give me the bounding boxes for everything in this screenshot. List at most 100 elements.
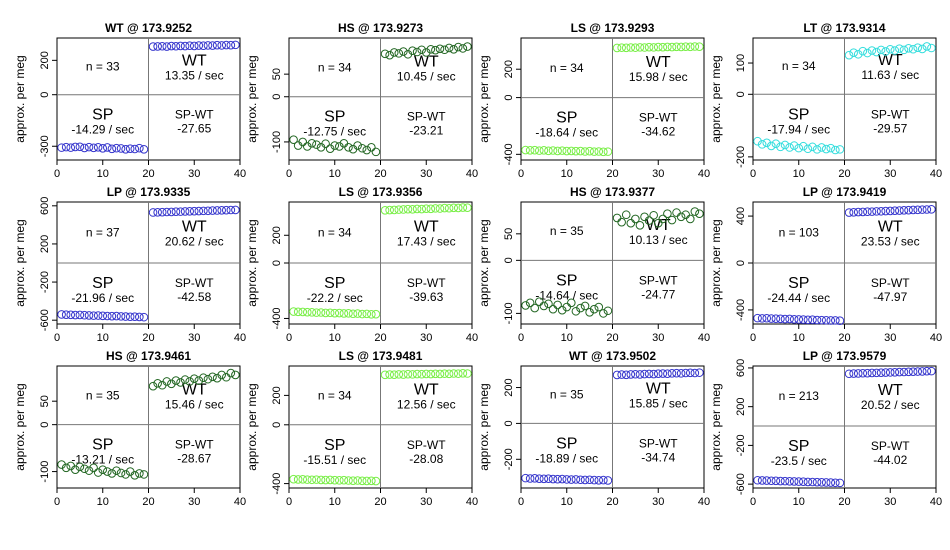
- x-tick-label: 30: [188, 496, 200, 508]
- data-point: [908, 44, 918, 54]
- y-tick-label: -600: [735, 473, 747, 495]
- data-point: [312, 140, 321, 149]
- data-point: [899, 45, 909, 55]
- x-tick-label: 10: [793, 496, 805, 508]
- data-point: [180, 375, 190, 384]
- data-point: [799, 477, 808, 487]
- x-tick-label: 20: [606, 496, 618, 508]
- data-point: [904, 205, 913, 215]
- data-point: [84, 311, 94, 320]
- data-point: [794, 143, 804, 153]
- data-point: [453, 42, 463, 52]
- data-point: [785, 143, 794, 152]
- data-point: [653, 218, 663, 228]
- data-point: [185, 207, 194, 216]
- data-point: [362, 476, 372, 486]
- data-point: [521, 473, 530, 483]
- data-point: [835, 478, 845, 488]
- data-point: [208, 206, 217, 215]
- sp-wt-value: -23.21: [409, 124, 443, 138]
- data-point: [321, 475, 330, 485]
- y-tick-label: 100: [735, 54, 747, 72]
- sp-wt-value: -28.08: [409, 452, 443, 466]
- x-tick-label: 40: [466, 496, 478, 508]
- data-point: [426, 204, 436, 214]
- data-point: [913, 43, 923, 52]
- data-point: [153, 42, 162, 51]
- data-point: [617, 217, 626, 227]
- y-axis-label: approx. per meg: [709, 383, 723, 470]
- data-point: [885, 44, 895, 54]
- data-point: [562, 146, 572, 156]
- sp-wt-label: SP-WT: [407, 110, 446, 124]
- sp-wt-value: -39.63: [409, 290, 443, 304]
- data-point: [307, 138, 317, 148]
- y-tick-label: 200: [271, 386, 283, 404]
- data-point: [180, 207, 190, 216]
- data-point: [348, 476, 358, 485]
- data-point: [649, 210, 658, 220]
- data-point: [853, 369, 863, 378]
- data-point: [867, 368, 877, 378]
- x-tick-label: 40: [234, 496, 246, 508]
- data-point: [399, 205, 408, 214]
- wt-label: WT: [182, 381, 207, 398]
- data-point: [139, 312, 149, 322]
- data-point: [917, 367, 927, 376]
- data-point: [667, 215, 677, 225]
- x-tick-label: 20: [374, 496, 386, 508]
- sp-rate: -24.44 / sec: [767, 291, 830, 305]
- data-point: [157, 41, 167, 51]
- data-point: [71, 310, 80, 320]
- data-point: [890, 206, 900, 215]
- sp-wt-label: SP-WT: [871, 107, 910, 121]
- data-point: [858, 46, 868, 56]
- data-point: [421, 204, 431, 213]
- data-point: [380, 49, 390, 59]
- panel-title: WT @ 173.9252: [105, 21, 192, 35]
- sp-wt-label: SP-WT: [407, 276, 446, 290]
- data-point: [453, 369, 463, 378]
- x-tick-label: 20: [606, 168, 618, 180]
- data-point: [808, 315, 817, 324]
- data-point: [908, 367, 918, 377]
- data-point: [603, 476, 613, 485]
- data-point: [89, 463, 98, 473]
- data-point: [449, 369, 459, 378]
- panel: HS @ 173.9273 0 10 20 30 40 -100 0 50 approx. per…: [245, 21, 478, 180]
- data-point: [525, 146, 535, 155]
- data-point: [107, 144, 117, 154]
- sp-rate: -18.64 / sec: [535, 126, 598, 140]
- data-point: [799, 141, 808, 151]
- data-point: [821, 478, 831, 487]
- data-point: [449, 44, 459, 54]
- x-tick-label: 0: [54, 332, 60, 344]
- data-point: [922, 205, 932, 214]
- data-point: [917, 205, 927, 214]
- sp-label: SP: [788, 106, 809, 123]
- data-point: [171, 207, 181, 217]
- x-tick-label: 30: [420, 332, 432, 344]
- data-point: [585, 146, 594, 156]
- sp-wt-value: -34.62: [641, 125, 675, 139]
- wt-rate: 10.45 / sec: [397, 69, 456, 83]
- data-point: [421, 369, 431, 379]
- data-point: [112, 466, 121, 475]
- x-tick-label: 10: [329, 496, 341, 508]
- data-point: [344, 476, 353, 485]
- data-point: [303, 475, 312, 484]
- data-point: [203, 206, 213, 216]
- sp-label: SP: [92, 437, 113, 454]
- data-point: [185, 377, 194, 386]
- data-point: [562, 302, 572, 312]
- data-point: [307, 475, 317, 485]
- data-point: [389, 48, 399, 57]
- data-point: [226, 205, 236, 215]
- sp-rate: -22.2 / sec: [307, 291, 363, 305]
- data-point: [107, 311, 117, 321]
- data-point: [339, 475, 349, 485]
- y-tick-label: 200: [271, 226, 283, 244]
- data-point: [653, 369, 663, 379]
- data-point: [594, 302, 604, 312]
- data-point: [762, 138, 772, 148]
